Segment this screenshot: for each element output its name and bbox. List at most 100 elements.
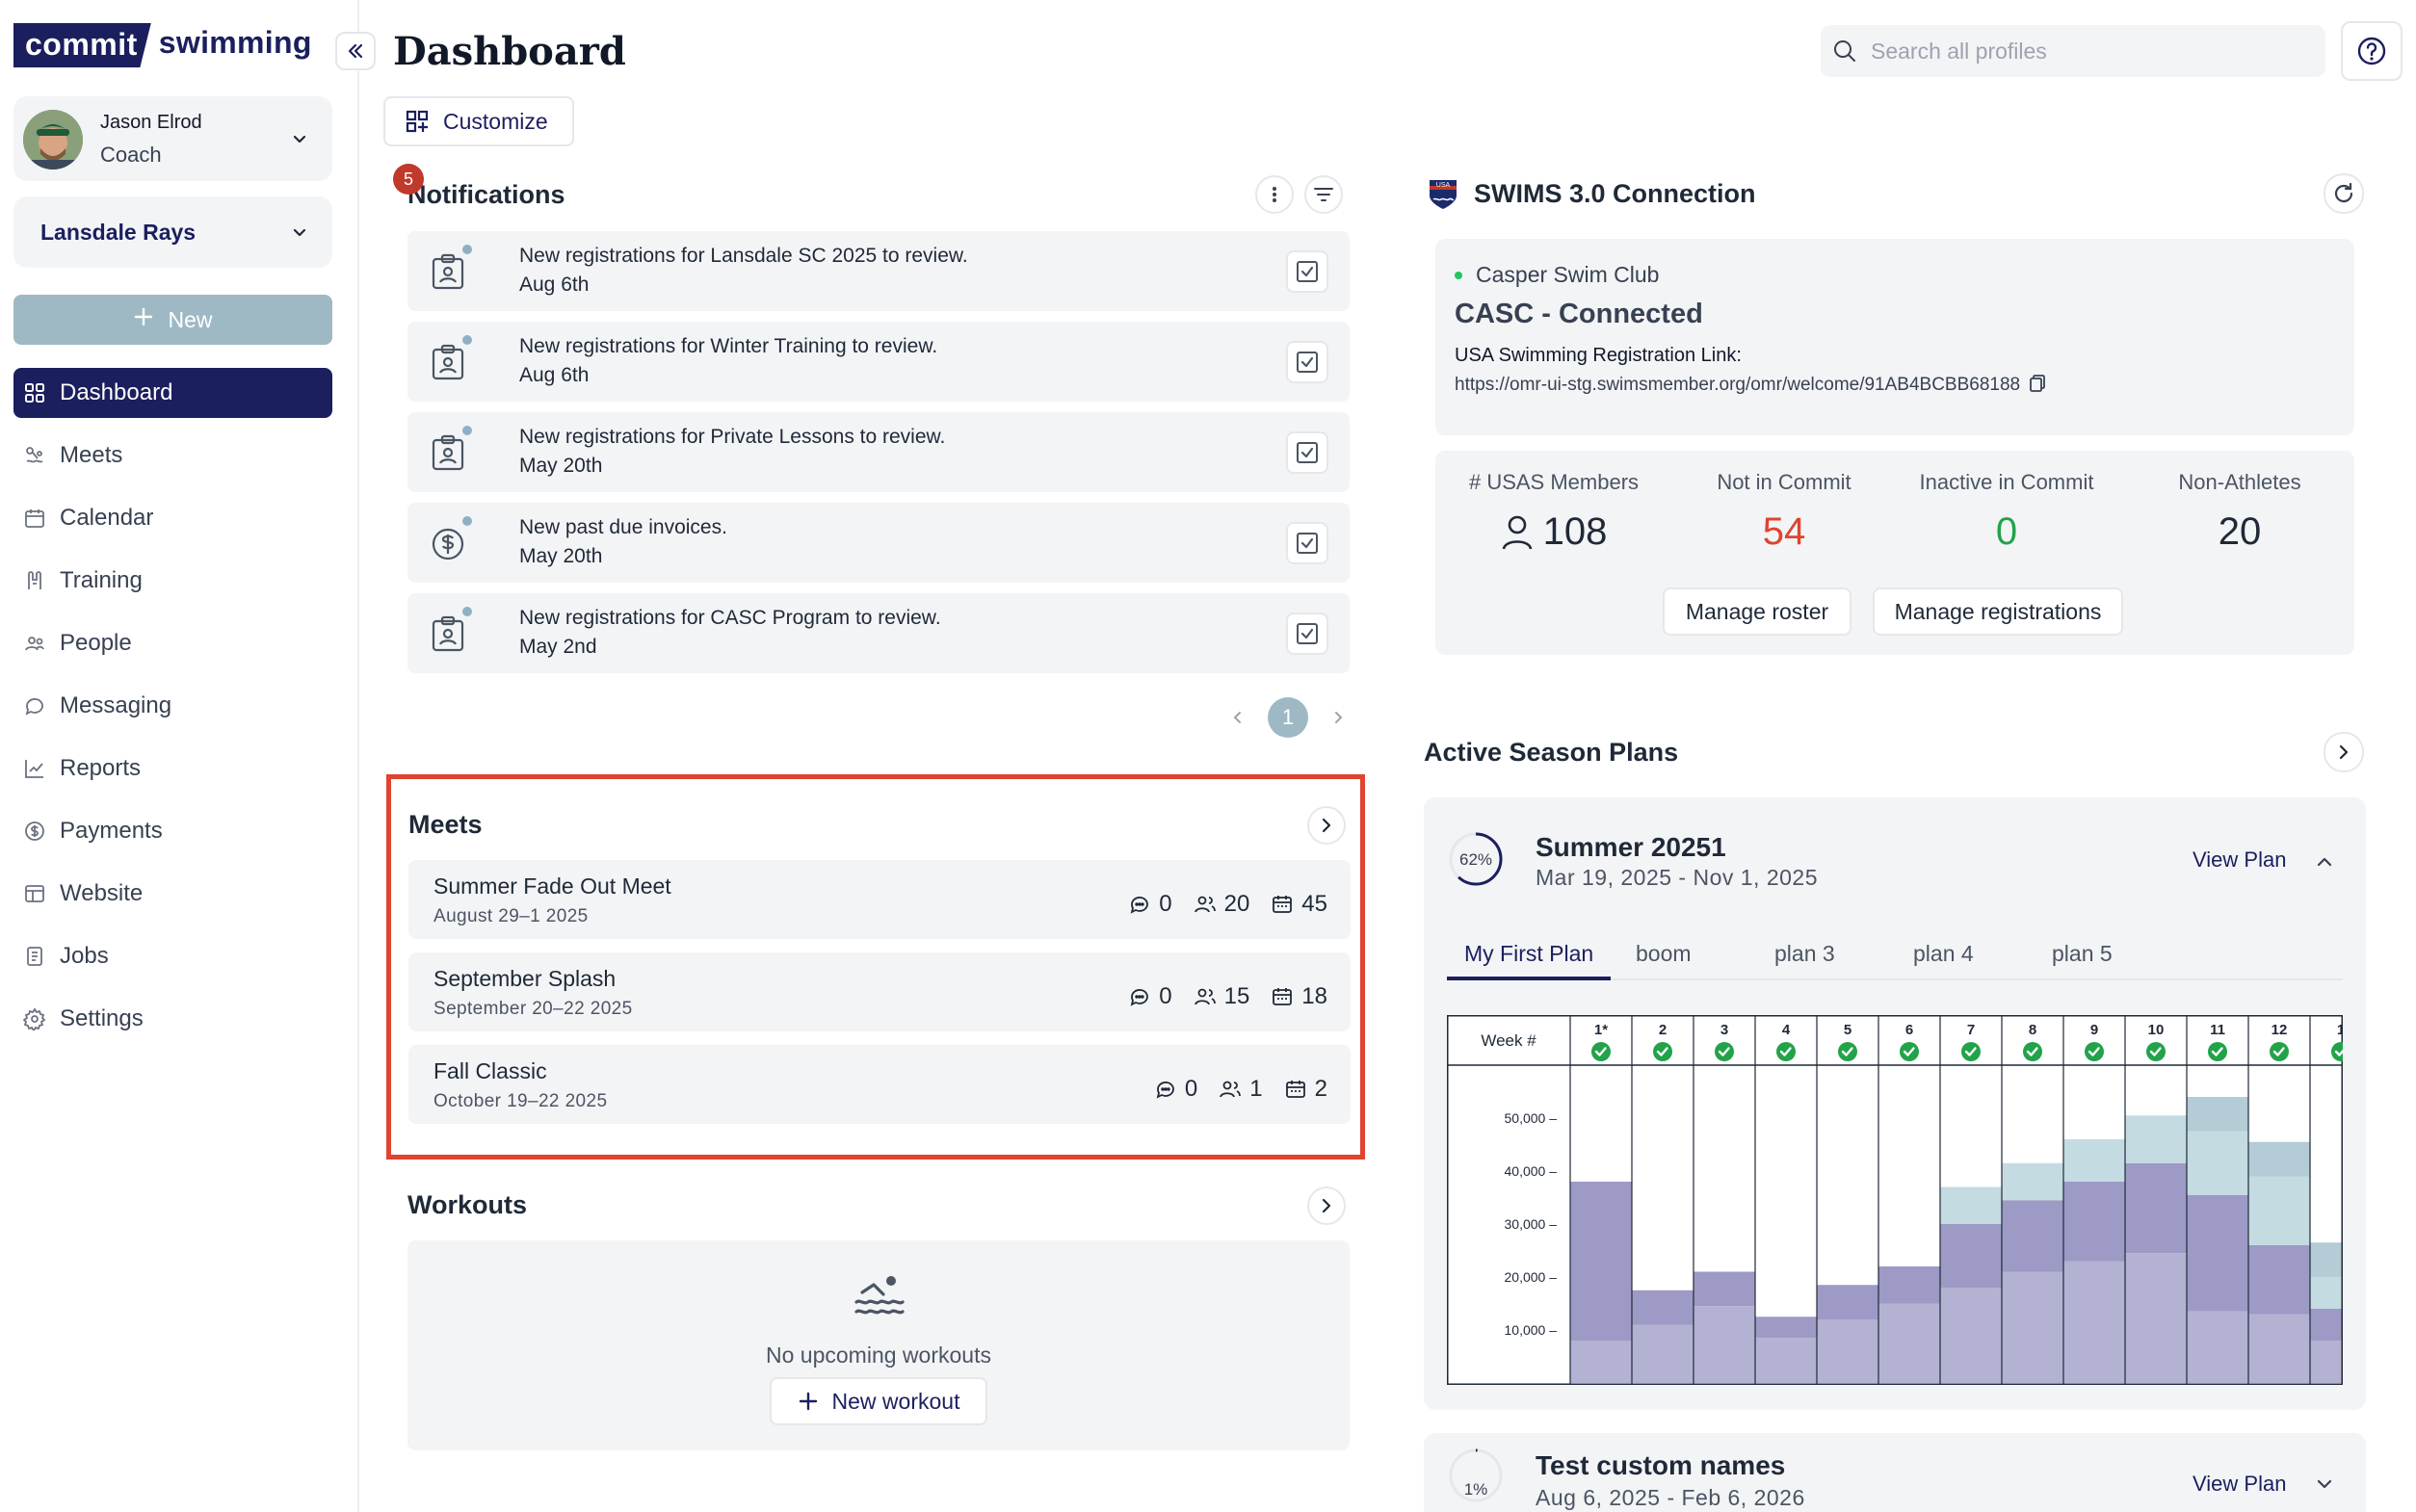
notification-item[interactable]: New registrations for Private Lessons to…: [407, 412, 1350, 492]
chart-week-label: 10: [2148, 1022, 2165, 1038]
plus-icon: [133, 306, 154, 333]
new-workout-label: New workout: [831, 1388, 960, 1414]
nav-item-dashboard[interactable]: Dashboard: [13, 368, 332, 418]
nav-item-messaging[interactable]: Messaging: [13, 681, 332, 731]
nav-item-reports[interactable]: Reports: [13, 743, 332, 794]
meet-item[interactable]: September Splash September 20–22 2025 0 …: [408, 952, 1351, 1031]
chart-bar-segment: [2002, 1271, 2063, 1383]
chevron-down-icon[interactable]: [2314, 1473, 2335, 1495]
tab-plan-4[interactable]: plan 4: [1913, 941, 1974, 966]
tab-plan-3[interactable]: plan 3: [1774, 941, 1835, 966]
manage-registrations-button[interactable]: Manage registrations: [1873, 587, 2123, 636]
chart-bar-segment: [2187, 1097, 2248, 1132]
season-plans-open-button[interactable]: [2324, 732, 2364, 772]
meet-comments-count: 0: [1159, 891, 1172, 917]
stat-label: Inactive in Commit: [1919, 470, 2094, 494]
notification-item[interactable]: New registrations for Lansdale SC 2025 t…: [407, 231, 1350, 311]
season-plan-chart: Week # 1* 2 3 4 5 6 7 8 9 10 11 12 1 50,000 – 40,000 – 3…: [1447, 1015, 2343, 1385]
nav-item-people[interactable]: People: [13, 618, 332, 668]
logo-part-swimming: swimming: [158, 25, 312, 60]
customize-button[interactable]: Customize: [383, 96, 574, 146]
mark-read-button[interactable]: [1286, 522, 1328, 564]
notification-item[interactable]: New registrations for Winter Training to…: [407, 322, 1350, 402]
help-button[interactable]: [2341, 21, 2403, 81]
notification-item[interactable]: New past due invoices. May 20th: [407, 503, 1350, 583]
view-plan-link[interactable]: View Plan: [2193, 1472, 2287, 1496]
manage-roster-button[interactable]: Manage roster: [1663, 587, 1851, 636]
nav-label: Website: [60, 880, 144, 906]
chart-bar-segment: [2187, 1311, 2248, 1383]
more-vertical-icon: [1273, 187, 1276, 202]
chart-check-icon: [1964, 1047, 1977, 1056]
notification-date: May 2nd: [519, 636, 597, 658]
mark-read-button[interactable]: [1286, 250, 1328, 293]
tab-my-first-plan[interactable]: My First Plan: [1447, 938, 1612, 980]
progress-text: 62%: [1459, 850, 1492, 869]
nav-label: Reports: [60, 755, 142, 781]
chart-bar-segment: [2125, 1253, 2187, 1383]
search-bar[interactable]: [1821, 25, 2325, 77]
stat-number: 108: [1542, 510, 1608, 553]
meet-item[interactable]: Fall Classic October 19–22 2025 0 1 2: [408, 1045, 1351, 1124]
plan-name: Summer 20251: [1536, 832, 1726, 862]
user-switcher[interactable]: Jason Elrod Coach: [13, 96, 332, 181]
collapse-sidebar-button[interactable]: [335, 32, 376, 70]
chart-week-label: 8: [2029, 1022, 2036, 1038]
nav-item-website[interactable]: Website: [13, 869, 332, 919]
season-plans-title: Active Season Plans: [1424, 738, 1679, 767]
chevron-left-icon[interactable]: [1229, 709, 1247, 726]
notification-item[interactable]: New registrations for CASC Program to re…: [407, 593, 1350, 673]
chart-y-tick-label: 40,000 –: [1505, 1163, 1558, 1179]
stat-label: # USAS Members: [1468, 470, 1640, 494]
user-name: Jason Elrod: [100, 112, 202, 133]
chart-bar-segment: [1694, 1306, 1755, 1383]
notifications-title: Notifications: [407, 180, 565, 209]
team-switcher[interactable]: Lansdale Rays: [13, 196, 332, 268]
nav-item-jobs[interactable]: Jobs: [13, 931, 332, 981]
entries-icon: [1273, 896, 1293, 913]
tab-boom[interactable]: boom: [1636, 941, 1692, 966]
mark-read-button[interactable]: [1286, 341, 1328, 383]
registration-link[interactable]: https://omr-ui-stg.swimsmember.org/omr/w…: [1455, 374, 2046, 396]
chart-bar-segment: [1632, 1324, 1694, 1383]
connection-status: CASC - Connected: [1455, 299, 1703, 329]
new-workout-button[interactable]: New workout: [770, 1377, 987, 1425]
workouts-open-button[interactable]: [1307, 1186, 1346, 1225]
mark-read-button[interactable]: [1286, 613, 1328, 655]
nav-item-meets[interactable]: Meets: [13, 430, 332, 481]
chart-frame: [1447, 1015, 2343, 1385]
nav-item-training[interactable]: Training: [13, 556, 332, 606]
chart-week-label: 5: [1844, 1022, 1851, 1038]
entries-icon: [1273, 988, 1293, 1005]
chevron-right-icon: [1322, 1198, 1331, 1213]
chevron-right-icon: [2339, 744, 2349, 760]
status-dot: [1455, 272, 1462, 279]
meet-item[interactable]: Summer Fade Out Meet August 29–1 2025 0 …: [408, 860, 1351, 939]
search-input[interactable]: [1871, 38, 2295, 65]
chevron-right-icon: [1322, 818, 1331, 833]
nav-item-payments[interactable]: Payments: [13, 806, 332, 856]
nav-item-settings[interactable]: Settings: [13, 994, 332, 1044]
new-button[interactable]: New: [13, 295, 332, 345]
chart-bar-segment: [2248, 1314, 2310, 1383]
workouts-title: Workouts: [407, 1190, 528, 1219]
mark-read-button[interactable]: [1286, 431, 1328, 474]
view-plan-link[interactable]: View Plan: [2193, 847, 2287, 872]
registration-link-text[interactable]: https://omr-ui-stg.swimsmember.org/omr/w…: [1455, 375, 2021, 395]
swims-refresh-button[interactable]: [2324, 173, 2364, 214]
meets-open-button[interactable]: [1307, 806, 1346, 845]
page-number-current[interactable]: 1: [1268, 697, 1308, 738]
nav-label: Meets: [60, 442, 123, 468]
meet-athletes-count: 1: [1249, 1076, 1263, 1102]
notifications-more-button[interactable]: [1255, 175, 1294, 214]
tab-plan-5[interactable]: plan 5: [2052, 941, 2113, 966]
commit-swimming-logo[interactable]: commit swimming: [13, 23, 312, 67]
meet-entries-count: 2: [1314, 1076, 1327, 1102]
notifications-pagination: 1: [1229, 697, 1347, 738]
notifications-filter-button[interactable]: [1304, 175, 1343, 214]
nav-item-calendar[interactable]: Calendar: [13, 493, 332, 543]
chevron-right-icon[interactable]: [1329, 709, 1347, 726]
copy-icon[interactable]: [2029, 374, 2046, 393]
chart-bar-segment: [2248, 1176, 2310, 1245]
chevron-up-icon[interactable]: [2314, 851, 2335, 873]
